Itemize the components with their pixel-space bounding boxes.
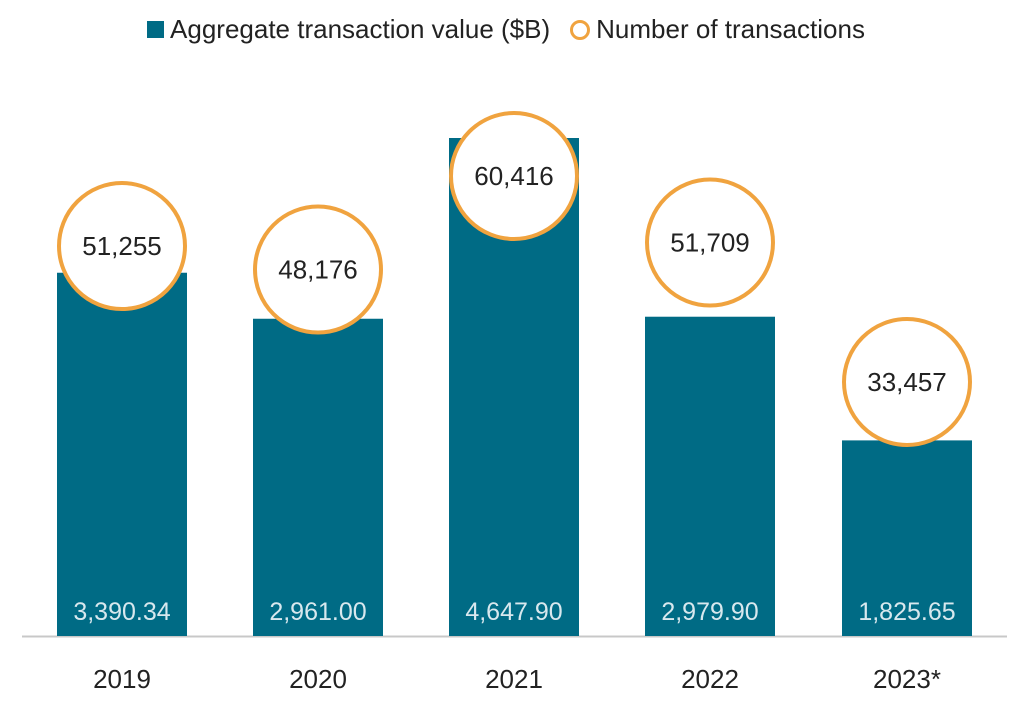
- count-circle-1: [253, 204, 383, 335]
- legend-swatch-bar: [147, 21, 165, 38]
- bar-0: [57, 272, 187, 636]
- bar-1: [253, 318, 383, 636]
- x-tick-label-4: 2023*: [873, 664, 941, 694]
- bar-4: [842, 440, 972, 636]
- count-label-0: 51,255: [82, 231, 162, 261]
- bar-value-label-4: 1,825.65: [858, 598, 955, 626]
- legend-label-value: Aggregate transaction value ($B): [170, 14, 551, 44]
- count-label-1: 48,176: [278, 255, 358, 285]
- x-tick-label-1: 2020: [289, 664, 347, 694]
- count-circle-4: [842, 317, 972, 447]
- legend-swatch-circle: [570, 19, 591, 40]
- count-label-2: 60,416: [474, 161, 554, 191]
- bar-3: [645, 316, 775, 636]
- x-tick-label-2: 2021: [485, 664, 543, 694]
- count-label-3: 51,709: [670, 228, 750, 258]
- bar-value-label-2: 4,647.90: [465, 598, 562, 626]
- count-label-4: 33,457: [867, 367, 947, 397]
- legend-item-value: Aggregate transaction value ($B): [147, 14, 550, 45]
- legend-label-count: Number of transactions: [596, 14, 865, 44]
- x-tick-label-0: 2019: [93, 664, 151, 694]
- count-circle-2: [449, 111, 579, 241]
- count-circle-3: [645, 177, 775, 308]
- bar-value-label-3: 2,979.90: [661, 598, 758, 626]
- chart-legend: Aggregate transaction value ($B) Number …: [0, 14, 1012, 45]
- x-tick-label-3: 2022: [681, 664, 739, 694]
- legend-item-count: Number of transactions: [570, 14, 865, 45]
- count-circle-0: [57, 181, 187, 312]
- bar-value-label-1: 2,961.00: [269, 598, 366, 626]
- bar-value-label-0: 3,390.34: [73, 598, 170, 626]
